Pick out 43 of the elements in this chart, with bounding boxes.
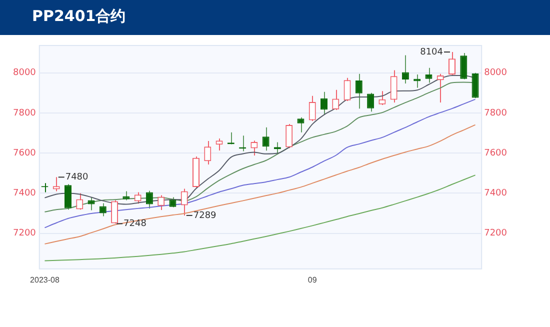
candlestick <box>99 202 106 217</box>
candlestick <box>204 140 212 166</box>
annotation: 8104 <box>420 47 444 58</box>
y-tick-label: 7400 <box>13 188 36 199</box>
candlestick <box>122 190 130 201</box>
x-tick-label: 2023-08 <box>30 275 60 284</box>
line-series <box>44 98 476 228</box>
y2-tick-label: 7600 <box>484 148 508 158</box>
x-tick-label: 09 <box>308 275 318 284</box>
y-tick-label: 7800 <box>13 108 36 118</box>
candlestick <box>436 73 444 104</box>
candlestick <box>355 73 362 110</box>
candlestick <box>308 95 316 122</box>
y-tick-label: 7600 <box>13 148 36 158</box>
annotation: 7289 <box>193 210 217 221</box>
candlestick <box>460 52 468 80</box>
y2-tick-label: 8000 <box>484 68 508 78</box>
y2-tick-label: 7200 <box>484 228 508 239</box>
candlestick <box>297 116 304 133</box>
line-series <box>44 124 476 244</box>
candlestick <box>262 126 270 152</box>
candlestick <box>378 90 386 106</box>
candlestick <box>146 190 153 209</box>
annotation: 7248 <box>124 219 147 230</box>
y-tick-label: 7200 <box>13 228 36 239</box>
line-series <box>44 174 476 262</box>
candlestick <box>286 124 293 149</box>
y-tick-label: 8000 <box>13 68 36 78</box>
candlestick <box>367 92 374 112</box>
candlestick <box>76 192 84 210</box>
candlestick <box>332 89 340 110</box>
chart-title: PP2401合约 <box>32 7 126 26</box>
candlestick <box>344 77 351 102</box>
candlestick <box>402 54 409 84</box>
candlestick <box>158 194 165 211</box>
candlestick <box>216 138 223 151</box>
candlestick <box>134 192 142 204</box>
annotation: 7480 <box>65 172 89 182</box>
candlestick <box>390 70 398 104</box>
y2-tick-label: 7800 <box>484 108 508 118</box>
candlestick <box>425 67 432 84</box>
candlestick <box>250 140 258 156</box>
y2-tick-label: 7400 <box>484 188 508 199</box>
